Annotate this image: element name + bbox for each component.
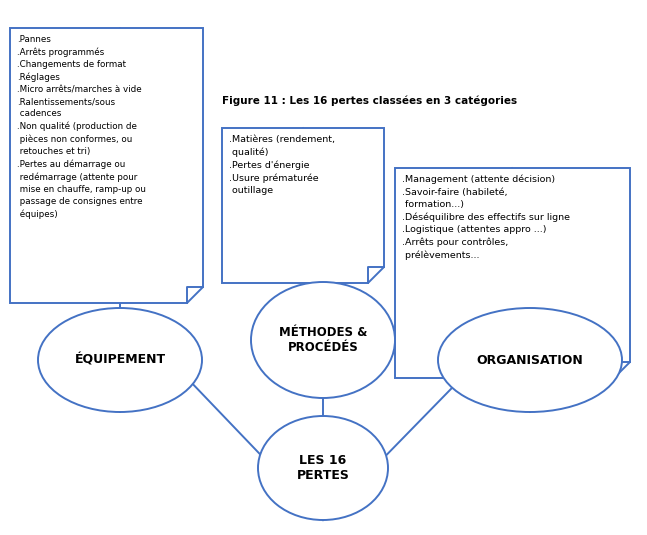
Text: .Pannes
.Arrêts programmés
.Changements de format
.Réglages
.Micro arrêts/marche: .Pannes .Arrêts programmés .Changements … [17,35,146,219]
Text: MÉTHODES &
PROCÉDÉS: MÉTHODES & PROCÉDÉS [279,326,367,354]
Text: ÉQUIPEMENT: ÉQUIPEMENT [74,354,166,366]
Ellipse shape [251,282,395,398]
Ellipse shape [38,308,202,412]
Text: LES 16
PERTES: LES 16 PERTES [296,454,349,482]
Ellipse shape [438,308,622,412]
Text: Figure 11 : Les 16 pertes classées en 3 catégories: Figure 11 : Les 16 pertes classées en 3 … [222,95,517,105]
Text: ORGANISATION: ORGANISATION [477,354,584,366]
Text: .Matières (rendement,
 qualité)
.Pertes d'énergie
.Usure prématurée
 outillage: .Matières (rendement, qualité) .Pertes d… [229,135,335,195]
Polygon shape [222,128,384,283]
Polygon shape [10,28,203,303]
Text: .Management (attente décision)
.Savoir-faire (habileté,
 formation...)
.Déséquil: .Management (attente décision) .Savoir-f… [402,175,570,259]
Ellipse shape [258,416,388,520]
Polygon shape [395,168,630,378]
